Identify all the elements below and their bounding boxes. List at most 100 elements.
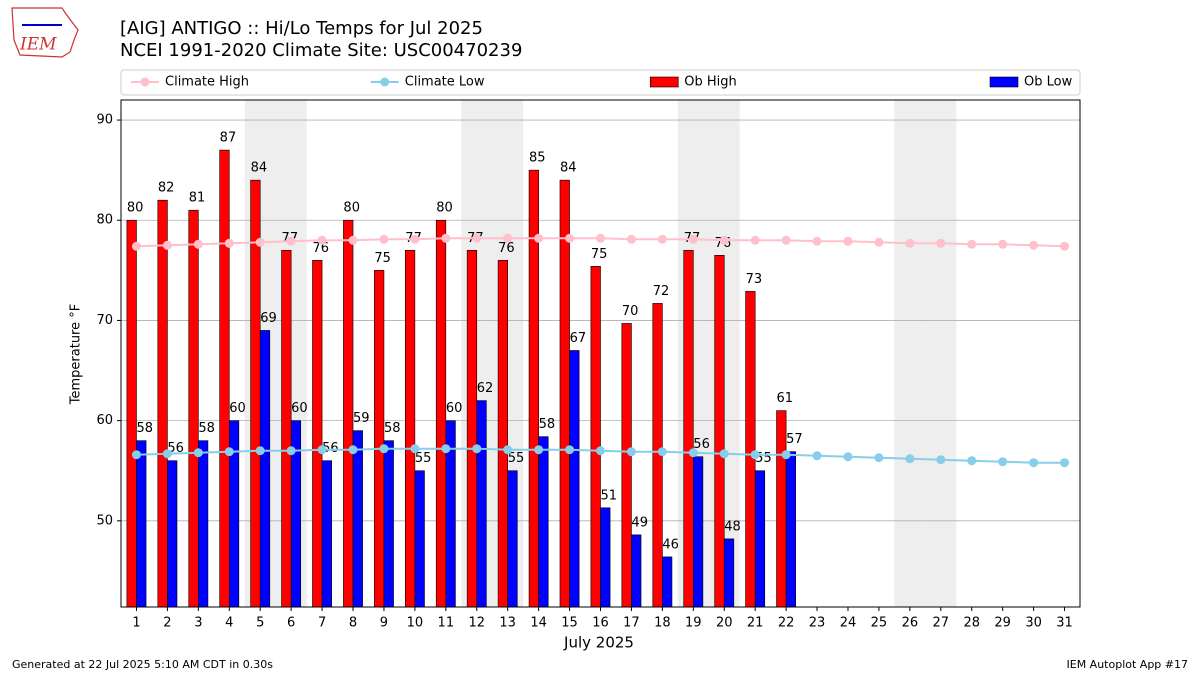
point <box>193 239 203 249</box>
data-label: 58 <box>136 421 153 436</box>
y-axis-label: Temperature °F <box>69 304 84 405</box>
legend-label: Climate Low <box>405 75 485 90</box>
point <box>843 236 853 246</box>
x-tick-label: 14 <box>530 616 547 631</box>
point <box>781 235 791 245</box>
bar <box>776 410 787 608</box>
bar <box>631 534 642 608</box>
x-tick-label: 10 <box>407 616 424 631</box>
x-tick-label: 21 <box>747 616 764 631</box>
bar <box>507 470 518 608</box>
bar <box>188 209 199 608</box>
bar <box>569 350 580 608</box>
footer-right: IEM Autoplot App #17 <box>1067 658 1189 671</box>
data-label: 87 <box>220 131 237 146</box>
bar <box>343 219 354 608</box>
point <box>596 446 605 456</box>
bar <box>693 456 704 608</box>
point <box>503 445 513 455</box>
x-tick-label: 13 <box>499 616 516 631</box>
x-tick-label: 23 <box>809 616 826 631</box>
bar <box>590 266 601 608</box>
x-tick-label: 16 <box>592 616 609 631</box>
point <box>905 238 915 248</box>
weekend-shade <box>925 100 957 607</box>
data-label: 49 <box>631 515 648 530</box>
bar <box>621 323 632 608</box>
point <box>967 456 977 466</box>
point <box>379 234 389 244</box>
data-label: 58 <box>384 421 401 436</box>
point <box>193 448 203 458</box>
x-tick-label: 3 <box>194 616 202 631</box>
data-label: 67 <box>570 331 587 346</box>
plot-frame <box>120 99 1081 608</box>
point <box>905 454 915 464</box>
bar <box>538 436 549 608</box>
x-tick-label: 27 <box>933 616 950 631</box>
bar <box>167 460 178 608</box>
x-tick-label: 12 <box>468 616 485 631</box>
x-tick-label: 31 <box>1056 616 1073 631</box>
data-label: 84 <box>251 161 268 176</box>
point <box>936 238 946 248</box>
point <box>472 233 482 243</box>
bar <box>281 249 292 608</box>
data-label: 61 <box>777 391 794 406</box>
bar <box>404 249 416 608</box>
legend-swatch <box>649 76 679 88</box>
point <box>843 452 853 462</box>
legend-swatch <box>140 77 150 87</box>
x-tick-label: 1 <box>132 616 140 631</box>
point <box>534 445 544 455</box>
point <box>162 449 172 459</box>
point <box>874 453 884 463</box>
legend-box <box>120 69 1081 96</box>
point <box>441 444 451 454</box>
point <box>503 233 513 243</box>
x-tick-label: 8 <box>349 616 357 631</box>
point <box>688 234 698 244</box>
bar <box>374 270 385 608</box>
data-label: 46 <box>662 537 679 552</box>
legend-label: Climate High <box>165 75 249 90</box>
point <box>410 444 420 454</box>
data-label: 75 <box>374 251 391 266</box>
logo-text: IEM <box>19 35 57 55</box>
point <box>472 444 482 454</box>
point <box>255 237 265 247</box>
y-tick-label: 70 <box>96 313 113 328</box>
point <box>379 444 389 454</box>
data-label: 85 <box>529 151 546 166</box>
data-label: 81 <box>189 191 206 206</box>
bar <box>683 249 694 608</box>
legend-label: Ob High <box>684 75 737 90</box>
point <box>410 234 420 244</box>
point <box>874 237 884 247</box>
data-label: 80 <box>436 201 453 216</box>
point <box>317 235 327 245</box>
bar <box>714 255 725 608</box>
chart-subtitle: NCEI 1991-2020 Climate Site: USC00470239 <box>120 40 522 61</box>
bar <box>466 249 478 608</box>
data-label: 55 <box>415 451 432 466</box>
point <box>626 234 636 244</box>
x-tick-label: 7 <box>318 616 326 631</box>
data-label: 76 <box>498 241 515 256</box>
x-tick-label: 30 <box>1025 616 1042 631</box>
data-label: 69 <box>260 311 277 326</box>
point <box>781 450 791 460</box>
bar <box>136 440 147 608</box>
bar <box>157 199 168 608</box>
point <box>1029 240 1039 250</box>
point <box>286 236 296 246</box>
point <box>162 240 172 250</box>
x-tick-label: 9 <box>380 616 388 631</box>
x-tick-label: 2 <box>163 616 171 631</box>
point <box>441 233 451 243</box>
data-label: 80 <box>343 201 360 216</box>
point <box>565 445 575 455</box>
point <box>224 238 234 248</box>
data-label: 57 <box>786 432 803 447</box>
